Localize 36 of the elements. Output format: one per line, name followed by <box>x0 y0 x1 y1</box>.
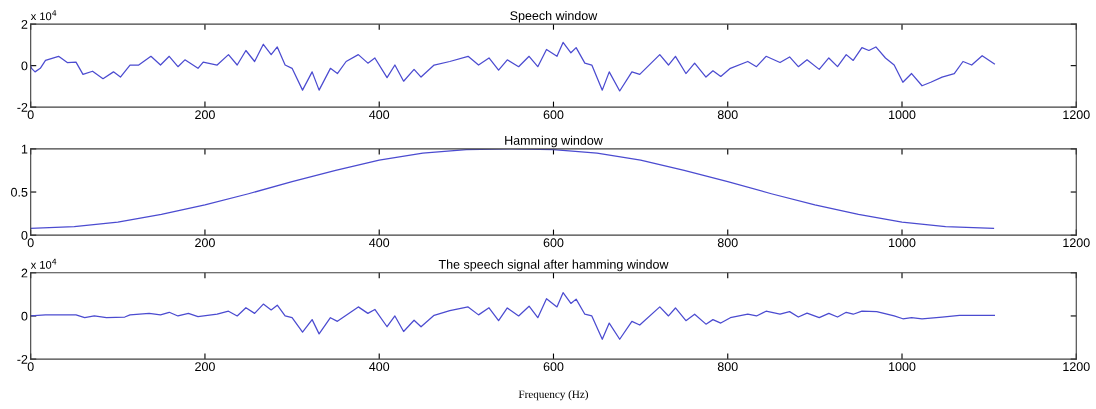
chart-title: Speech window <box>510 10 598 23</box>
y-tick-label: -2 <box>17 102 28 112</box>
x-tick-label: 400 <box>369 238 390 248</box>
y-tick-label: -2 <box>17 354 28 364</box>
x-axis-title: Frequency (Hz) <box>518 390 589 401</box>
line-series <box>30 292 995 340</box>
chart-title: Hamming window <box>505 135 603 148</box>
x-tick-label: 800 <box>717 110 738 120</box>
x-tick-label: 600 <box>543 110 564 120</box>
line-series <box>30 148 995 229</box>
x-tick-label: 1200 <box>1063 110 1090 120</box>
x-tick-label: 1200 <box>1063 362 1090 372</box>
x-tick-label: 600 <box>543 362 564 372</box>
y-tick-label: 0 <box>21 61 28 71</box>
y-tick-label: 2 <box>21 268 28 278</box>
text: x 10$^{4}$ <box>30 258 57 269</box>
x-tick-label: 400 <box>369 362 390 372</box>
x-tick-label: 800 <box>717 238 738 248</box>
x-tick-label: 200 <box>195 238 215 248</box>
x-tick-label: 1200 <box>1063 238 1090 248</box>
y-tick-label: 0 <box>21 230 28 240</box>
text: x 10$^{4}$ <box>30 10 57 21</box>
x-tick-label: 800 <box>717 362 738 372</box>
x-tick-label: 200 <box>195 362 215 372</box>
x-tick-label: 600 <box>543 238 564 248</box>
x-tick-label: 200 <box>195 110 215 120</box>
x-tick-label: 400 <box>369 110 390 120</box>
x-tick-label: 1000 <box>889 110 916 120</box>
x-tick-label: 1000 <box>889 238 916 248</box>
y-tick-label: 0 <box>21 311 28 321</box>
y-tick-label: 2 <box>21 19 28 29</box>
y-tick-label: 1 <box>21 144 28 154</box>
y-tick-label: 0.5 <box>11 187 28 197</box>
x-tick-label: 1000 <box>889 362 916 372</box>
line-series <box>30 41 995 92</box>
chart-title: The speech signal after hamming window <box>438 259 669 272</box>
